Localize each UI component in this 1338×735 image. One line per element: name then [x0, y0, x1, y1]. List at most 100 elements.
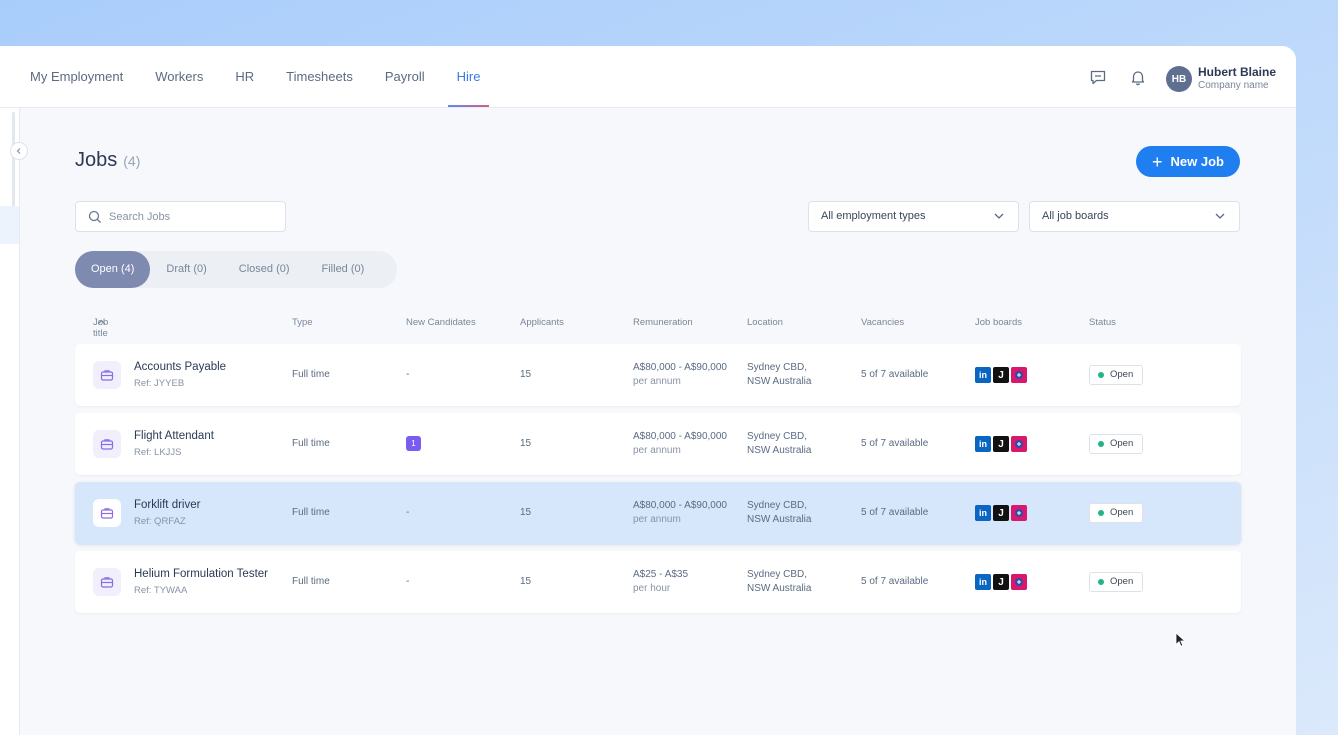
nav-payroll[interactable]: Payroll [384, 69, 425, 84]
header-job-boards: Job boards [975, 317, 1023, 328]
mouse-cursor-icon [1175, 632, 1186, 647]
top-bar: My Employment Workers HR Timesheets Payr… [0, 46, 1296, 108]
status-badge: Open [1089, 572, 1144, 592]
job-board-logos: in J [975, 367, 1027, 383]
location-line-1: Sydney CBD, [747, 362, 808, 373]
nav-workers[interactable]: Workers [155, 69, 204, 84]
job-ref: Ref: JYYEB [134, 378, 185, 389]
tab-filled[interactable]: Filled (0) [321, 263, 365, 275]
job-type: Full time [292, 507, 330, 518]
sort-ascending-icon [97, 319, 106, 325]
job-ref: Ref: QRFAZ [134, 516, 186, 527]
job-boards-value: All job boards [1042, 210, 1109, 222]
location-line-1: Sydney CBD, [747, 431, 808, 442]
user-company: Company name [1198, 80, 1269, 91]
header-type: Type [292, 317, 313, 328]
job-board-logos: in J [975, 505, 1027, 521]
table-row[interactable]: Accounts Payable Ref: JYYEB Full time - 15 A$… [75, 344, 1241, 406]
nav-timesheets[interactable]: Timesheets [286, 69, 353, 84]
user-name: Hubert Blaine [1198, 65, 1277, 79]
linkedin-logo-icon: in [975, 505, 991, 521]
jora-logo-icon: J [993, 436, 1009, 452]
tab-closed[interactable]: Closed (0) [238, 263, 290, 275]
location-line-2: NSW Australia [747, 514, 812, 525]
header-status: Status [1089, 317, 1116, 328]
new-candidates-value: - [406, 576, 410, 587]
job-type: Full time [292, 576, 330, 587]
job-board-logos: in J [975, 574, 1027, 590]
nav-hire[interactable]: Hire [447, 46, 490, 108]
status-tabs: Open (4) Draft (0) Closed (0) Filled (0) [75, 251, 397, 288]
header-remuneration: Remuneration [633, 317, 693, 328]
avatar: HB [1166, 66, 1192, 92]
header-job-title[interactable]: Job title [93, 317, 108, 339]
job-title[interactable]: Forklift driver [134, 499, 201, 511]
plus-icon: + [1152, 151, 1163, 172]
remuneration-period: per annum [633, 514, 681, 525]
header-location: Location [747, 317, 783, 328]
job-boards-select[interactable]: All job boards [1029, 201, 1240, 232]
linkedin-logo-icon: in [975, 436, 991, 452]
nav-my-employment[interactable]: My Employment [30, 69, 124, 84]
job-title[interactable]: Accounts Payable [134, 361, 227, 373]
job-title[interactable]: Helium Formulation Tester [134, 568, 269, 580]
app-window: My Employment Workers HR Timesheets Payr… [0, 46, 1296, 735]
job-count: (4) [123, 153, 141, 169]
location-line-2: NSW Australia [747, 376, 812, 387]
sidebar-scrollbar[interactable] [12, 112, 15, 222]
vacancies: 5 of 7 available [861, 576, 929, 587]
job-type: Full time [292, 438, 330, 449]
vacancies: 5 of 7 available [861, 507, 929, 518]
nav-hr[interactable]: HR [235, 69, 255, 84]
chevron-down-icon [1215, 213, 1225, 219]
sidebar-active-item[interactable] [0, 206, 19, 244]
seek-logo-icon [1011, 505, 1027, 521]
jora-logo-icon: J [993, 367, 1009, 383]
location-line-2: NSW Australia [747, 583, 812, 594]
page-title-text: Jobs [75, 149, 118, 171]
job-ref: Ref: LKJJS [134, 447, 182, 458]
job-title[interactable]: Flight Attendant [134, 430, 214, 442]
jora-logo-icon: J [993, 574, 1009, 590]
bell-icon[interactable] [1129, 68, 1147, 86]
tab-open[interactable]: Open (4) [75, 251, 151, 288]
table-row[interactable]: Helium Formulation Tester Ref: TYWAA Full … [75, 551, 1241, 613]
new-candidates-value: - [406, 369, 410, 380]
briefcase-icon [93, 430, 121, 458]
new-candidates-badge[interactable]: 1 [406, 436, 421, 451]
remuneration-range: A$80,000 - A$90,000 [633, 362, 727, 373]
search-icon [88, 210, 101, 223]
header-new-candidates: New Candidates [406, 317, 476, 328]
main-nav: My Employment Workers HR Timesheets Payr… [30, 46, 512, 108]
user-menu[interactable]: HB Hubert Blaine Company name [1166, 65, 1276, 93]
location-line-1: Sydney CBD, [747, 569, 808, 580]
applicants-count: 15 [520, 576, 532, 587]
remuneration-range: A$25 - A$35 [633, 569, 689, 580]
seek-logo-icon [1011, 436, 1027, 452]
job-ref: Ref: TYWAA [134, 585, 188, 596]
search-box[interactable] [75, 201, 286, 232]
employment-type-value: All employment types [821, 210, 926, 222]
chat-icon[interactable] [1089, 68, 1107, 86]
remuneration-range: A$80,000 - A$90,000 [633, 431, 727, 442]
chevron-left-icon [16, 148, 21, 154]
vacancies: 5 of 7 available [861, 438, 929, 449]
tab-draft[interactable]: Draft (0) [166, 263, 207, 275]
briefcase-icon [93, 499, 121, 527]
new-job-button[interactable]: + New Job [1136, 146, 1240, 177]
sidebar-collapse-button[interactable] [10, 142, 28, 160]
new-candidates-value: - [406, 507, 410, 518]
employment-type-select[interactable]: All employment types [808, 201, 1019, 232]
header-job-title-label: Job title [93, 317, 109, 339]
linkedin-logo-icon: in [975, 574, 991, 590]
applicants-count: 15 [520, 438, 532, 449]
remuneration-period: per hour [633, 583, 671, 594]
vacancies: 5 of 7 available [861, 369, 929, 380]
table-row[interactable]: Flight Attendant Ref: LKJJS Full time 1 15 A$… [75, 413, 1241, 475]
table-row[interactable]: Forklift driver Ref: QRFAZ Full time - 15 A$8… [75, 482, 1241, 544]
search-input[interactable] [109, 208, 279, 226]
seek-logo-icon [1011, 367, 1027, 383]
seek-logo-icon [1011, 574, 1027, 590]
briefcase-icon [93, 361, 121, 389]
new-job-label: New Job [1170, 154, 1224, 169]
